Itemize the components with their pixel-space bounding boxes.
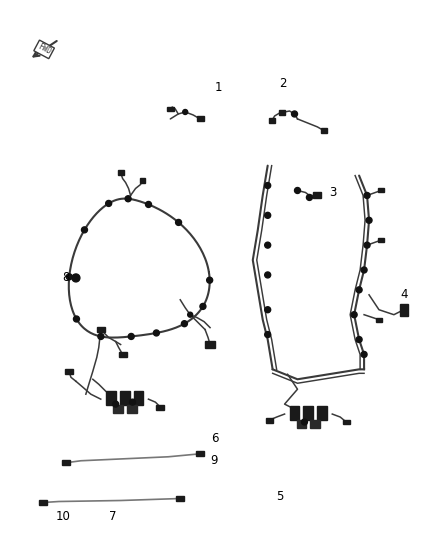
Bar (176, 496, 184, 501)
Bar (196, 451, 204, 456)
Circle shape (351, 312, 357, 318)
Circle shape (265, 242, 271, 248)
Bar (279, 110, 285, 116)
Text: 8: 8 (62, 271, 70, 285)
Circle shape (307, 195, 312, 200)
Circle shape (81, 227, 88, 233)
Circle shape (66, 274, 72, 280)
Circle shape (74, 316, 79, 322)
Circle shape (72, 274, 80, 282)
Circle shape (183, 109, 188, 115)
Bar (400, 304, 408, 316)
Text: 3: 3 (329, 186, 337, 199)
Bar (65, 369, 73, 374)
Text: FWD: FWD (36, 42, 53, 56)
Bar (378, 189, 384, 192)
Bar (268, 118, 275, 124)
Text: 1: 1 (214, 80, 222, 94)
Bar (205, 341, 215, 348)
Text: 5: 5 (276, 490, 283, 503)
Circle shape (364, 242, 370, 248)
Bar (140, 178, 145, 183)
Circle shape (356, 336, 362, 343)
Circle shape (265, 307, 271, 313)
Bar (113, 405, 123, 413)
Circle shape (265, 332, 271, 337)
Circle shape (292, 111, 297, 117)
Circle shape (356, 287, 362, 293)
Text: 2: 2 (279, 77, 286, 90)
Bar (304, 406, 314, 420)
Circle shape (200, 303, 206, 309)
Circle shape (145, 201, 152, 207)
Bar (106, 391, 116, 405)
Circle shape (188, 312, 193, 317)
Circle shape (265, 182, 271, 189)
Text: 7: 7 (109, 510, 117, 523)
Bar (343, 419, 350, 424)
Bar (378, 238, 384, 242)
Bar (321, 128, 327, 133)
Circle shape (128, 334, 134, 340)
Bar (311, 420, 320, 428)
Circle shape (106, 200, 112, 206)
Circle shape (98, 334, 104, 340)
Text: 4: 4 (400, 288, 408, 301)
Circle shape (153, 330, 159, 336)
Bar (167, 107, 174, 111)
Text: 9: 9 (210, 454, 218, 467)
Circle shape (294, 188, 300, 193)
Circle shape (361, 351, 367, 358)
Circle shape (265, 272, 271, 278)
Text: 6: 6 (211, 432, 219, 446)
Bar (318, 406, 327, 420)
Bar (39, 500, 47, 505)
Circle shape (366, 217, 372, 223)
Bar (127, 405, 137, 413)
Circle shape (265, 212, 271, 219)
Text: 10: 10 (56, 510, 71, 523)
Bar (134, 391, 144, 405)
Circle shape (181, 321, 187, 327)
Circle shape (361, 267, 367, 273)
Bar (266, 417, 273, 423)
Circle shape (125, 196, 131, 201)
Bar (119, 352, 127, 357)
Bar (120, 391, 130, 405)
Bar (314, 192, 321, 198)
Circle shape (301, 419, 307, 425)
Circle shape (130, 399, 135, 405)
Bar (297, 420, 307, 428)
Circle shape (207, 277, 212, 283)
Circle shape (364, 192, 370, 198)
Bar (62, 461, 70, 465)
Circle shape (176, 220, 182, 225)
Bar (118, 170, 124, 175)
Bar (97, 327, 105, 332)
Bar (197, 116, 204, 122)
Bar (290, 406, 300, 420)
Bar (156, 405, 164, 409)
Circle shape (113, 401, 119, 407)
Bar (376, 318, 382, 321)
